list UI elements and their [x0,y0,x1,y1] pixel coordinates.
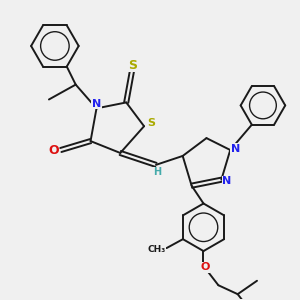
Text: N: N [222,176,231,186]
Text: N: N [231,143,240,154]
Text: O: O [200,262,210,272]
Text: CH₃: CH₃ [147,245,165,254]
Text: O: O [48,143,59,157]
Text: S: S [128,59,137,72]
Text: H: H [153,167,161,177]
Text: N: N [92,99,101,109]
Text: S: S [148,118,155,128]
